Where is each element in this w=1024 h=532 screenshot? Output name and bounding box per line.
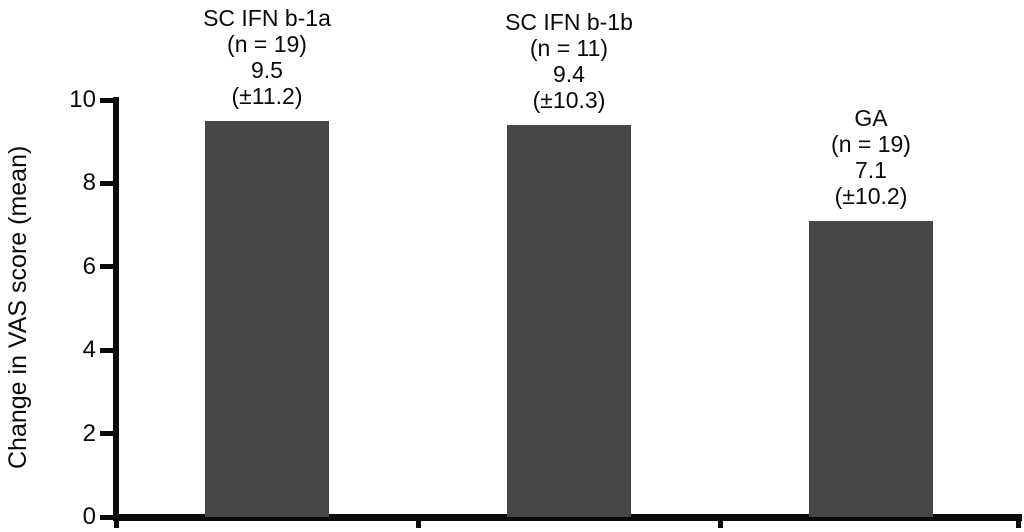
category-label: SC IFN b-1b — [505, 9, 633, 36]
y-axis-tick-label: 2 — [82, 419, 96, 447]
value-label: 9.5 — [251, 56, 283, 83]
x-axis-tick — [1015, 517, 1021, 528]
n-label: (n = 19) — [227, 30, 307, 57]
bar — [507, 125, 631, 517]
x-axis-tick — [717, 517, 723, 528]
y-axis-tick — [100, 514, 116, 520]
y-axis-tick-label: 4 — [82, 336, 96, 364]
x-axis-tick — [415, 517, 421, 528]
y-axis-tick — [100, 431, 116, 437]
x-axis-line — [113, 514, 1022, 521]
category-label: SC IFN b-1a — [203, 4, 331, 31]
bar-label: SC IFN b-1a (n = 19) 9.5 (±11.2) — [147, 5, 387, 109]
bar-label: SC IFN b-1b (n = 11) 9.4 (±10.3) — [449, 9, 689, 113]
sd-label: (±11.2) — [231, 82, 303, 109]
y-axis-tick-label: 10 — [69, 86, 96, 113]
n-label: (n = 19) — [831, 130, 911, 157]
y-axis-tick — [100, 180, 116, 186]
sd-label: (±10.3) — [532, 87, 606, 114]
bar — [205, 120, 329, 517]
y-axis-tick — [100, 347, 116, 353]
sd-label: (±10.2) — [834, 182, 908, 209]
y-axis-title: Change in VAS score (mean) — [4, 145, 32, 469]
y-axis-line — [113, 97, 119, 521]
value-label: 9.4 — [553, 61, 585, 88]
category-label: GA — [854, 104, 888, 131]
y-axis-tick-label: 8 — [82, 169, 96, 197]
bar — [809, 220, 933, 517]
y-axis-tick-label: 0 — [82, 503, 96, 530]
bar-label: GA (n = 19) 7.1 (±10.2) — [751, 105, 991, 209]
x-axis-tick — [113, 517, 119, 528]
value-label: 7.1 — [855, 156, 887, 183]
y-axis-tick-label: 6 — [82, 252, 96, 280]
y-axis-tick — [100, 97, 116, 103]
n-label: (n = 11) — [529, 35, 609, 62]
y-axis-tick — [100, 264, 116, 270]
